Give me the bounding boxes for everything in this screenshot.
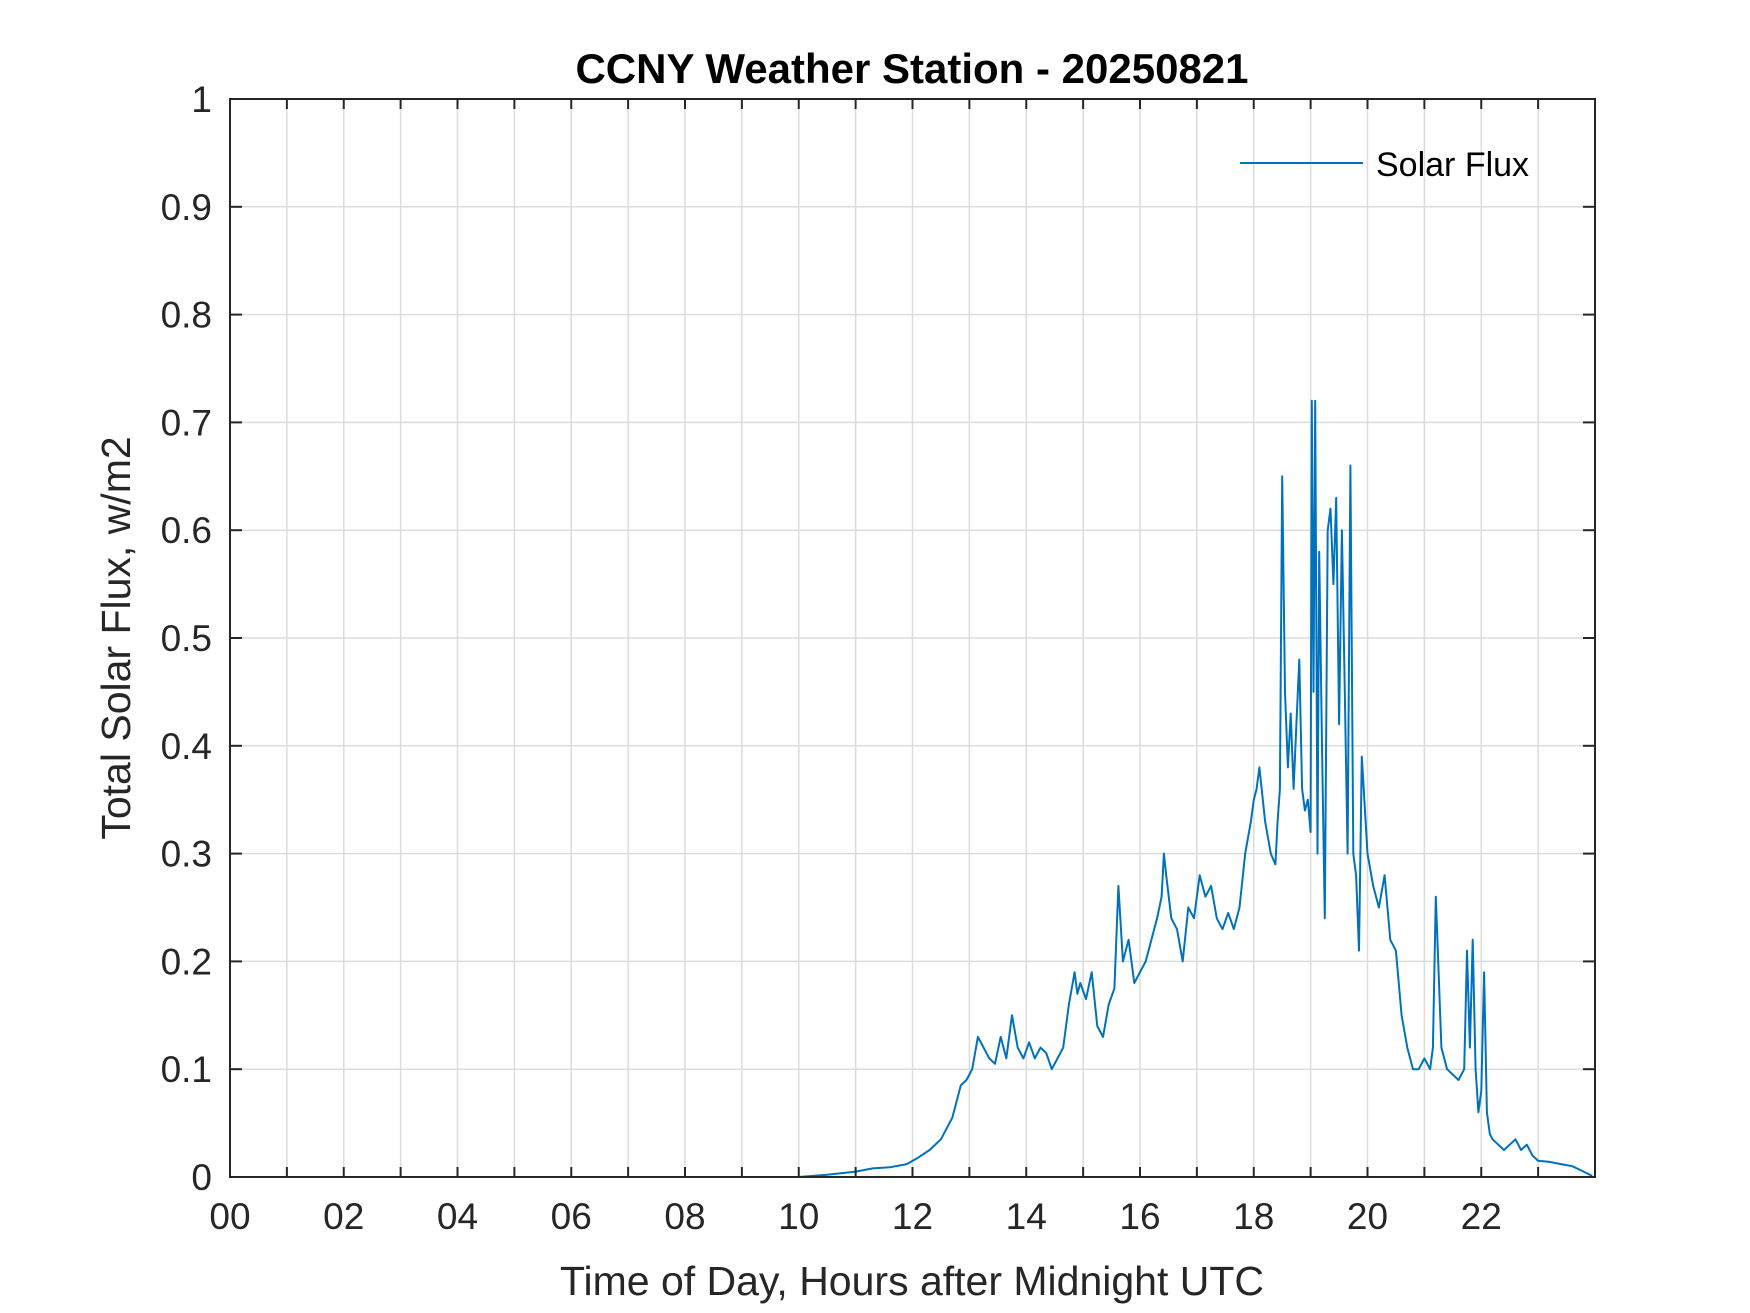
x-axis-label: Time of Day, Hours after Midnight UTC xyxy=(560,1258,1264,1304)
y-tick-label: 0.8 xyxy=(161,295,212,336)
y-tick-label: 0.2 xyxy=(161,941,212,982)
x-tick-label: 20 xyxy=(1347,1196,1388,1237)
series-layer xyxy=(230,399,1593,1178)
y-tick-label: 0.1 xyxy=(161,1049,212,1090)
x-tick-label: 18 xyxy=(1233,1196,1274,1237)
y-tick-label: 0.7 xyxy=(161,402,212,443)
x-tick-label: 10 xyxy=(778,1196,819,1237)
tick-labels: 00 02 04 06 08 10 12 14 16 18 20 22 0 0.1 0.2 0.3 0.4 0.5… xyxy=(161,79,1502,1237)
x-tick-label: 22 xyxy=(1461,1196,1502,1237)
y-tick-label: 0.3 xyxy=(161,834,212,875)
ticks xyxy=(230,98,1595,1178)
x-tick-label: 14 xyxy=(1006,1196,1047,1237)
x-tick-label: 12 xyxy=(892,1196,933,1237)
series-line-solar-flux xyxy=(230,399,1593,1178)
y-tick-label: 0.5 xyxy=(161,618,212,659)
x-tick-label: 04 xyxy=(437,1196,478,1237)
y-tick-label: 0.9 xyxy=(161,187,212,228)
x-tick-label: 06 xyxy=(551,1196,592,1237)
y-tick-label: 0.4 xyxy=(161,726,212,767)
y-tick-label: 0.6 xyxy=(161,510,212,551)
x-tick-label: 02 xyxy=(323,1196,364,1237)
y-tick-label: 1 xyxy=(191,79,212,120)
y-axis-label: Total Solar Flux, w/m2 xyxy=(93,436,139,839)
chart-title: CCNY Weather Station - 20250821 xyxy=(575,45,1248,92)
legend: Solar Flux xyxy=(1240,146,1529,184)
y-tick-label: 0 xyxy=(191,1157,212,1198)
legend-label-solar-flux: Solar Flux xyxy=(1376,146,1529,184)
x-tick-label: 16 xyxy=(1119,1196,1160,1237)
x-tick-label: 08 xyxy=(664,1196,705,1237)
x-tick-label: 00 xyxy=(209,1196,250,1237)
